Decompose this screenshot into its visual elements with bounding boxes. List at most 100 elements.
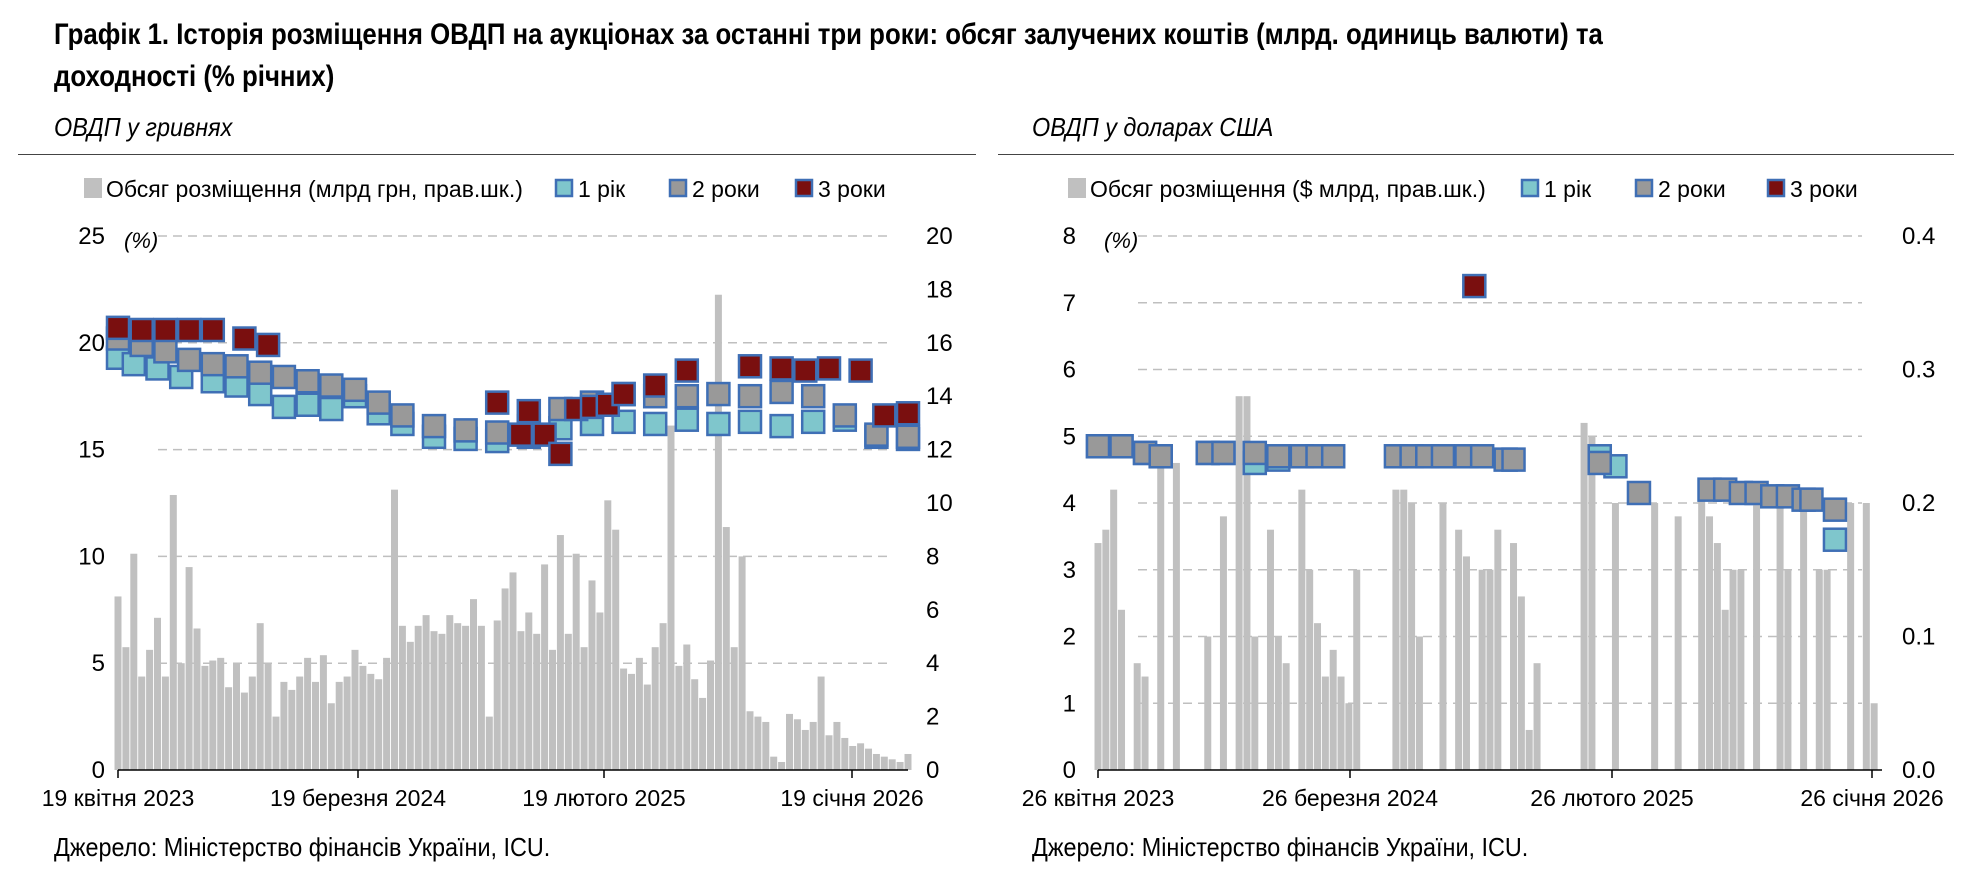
volume-bar bbox=[201, 665, 209, 770]
y-right-tick-label: 0.0 bbox=[1902, 757, 1935, 784]
marker-2y bbox=[1266, 444, 1291, 469]
volume-bar bbox=[375, 679, 383, 770]
volume-bar bbox=[857, 743, 865, 770]
volume-bar bbox=[1729, 569, 1737, 770]
volume-bar bbox=[1408, 503, 1416, 770]
volume-bar bbox=[817, 676, 825, 770]
volume-bar bbox=[786, 713, 793, 770]
volume-bar bbox=[367, 673, 375, 770]
volume-bar bbox=[288, 689, 296, 770]
volume-bar bbox=[1510, 543, 1518, 770]
marker-2y bbox=[895, 424, 921, 450]
volume-bar bbox=[1784, 569, 1792, 770]
y-left-tick-label: 4 bbox=[1063, 490, 1076, 517]
volume-bar bbox=[493, 620, 501, 770]
volume-bar bbox=[225, 687, 233, 770]
volume-bar bbox=[1110, 489, 1118, 770]
volume-bar bbox=[327, 703, 335, 770]
volume-bar bbox=[335, 681, 343, 770]
volume-bar bbox=[1455, 529, 1463, 770]
volume-bar bbox=[793, 719, 801, 770]
volume-bar bbox=[841, 737, 849, 770]
volume-bar bbox=[501, 588, 509, 770]
volume-bar bbox=[351, 649, 359, 770]
volume-bar bbox=[541, 564, 549, 770]
volume-bar bbox=[714, 294, 722, 770]
volume-bar bbox=[707, 660, 714, 770]
volume-bar bbox=[1415, 636, 1423, 770]
marker-1y bbox=[247, 381, 273, 407]
marker-3y bbox=[816, 356, 842, 381]
volume-bar bbox=[138, 676, 146, 770]
volume-bar bbox=[1517, 596, 1525, 770]
chart-title: Графік 1. Історія розміщення ОВДП на аук… bbox=[54, 18, 1603, 93]
x-tick-label: 26 березня 2024 bbox=[1262, 785, 1438, 811]
volume-bar bbox=[1478, 569, 1486, 770]
volume-bar bbox=[1141, 676, 1149, 770]
volume-bar bbox=[240, 692, 248, 770]
volume-bar bbox=[209, 660, 217, 770]
y-left-tick-label: 6 bbox=[1063, 357, 1076, 384]
y-left-tick-label: 25 bbox=[78, 223, 105, 250]
volume-bar bbox=[1611, 503, 1619, 770]
volume-bar bbox=[1776, 503, 1784, 770]
volume-bar bbox=[296, 676, 304, 770]
y-right-tick-label: 0.3 bbox=[1902, 357, 1935, 384]
volume-bar bbox=[865, 748, 872, 770]
legend-swatch-volume bbox=[84, 178, 102, 198]
volume-bar bbox=[1235, 396, 1243, 770]
y-right-tick-label: 10 bbox=[926, 490, 953, 517]
volume-bar bbox=[438, 633, 446, 770]
volume-bar bbox=[1847, 503, 1855, 770]
volume-bar bbox=[525, 612, 533, 770]
volume-bar bbox=[177, 663, 185, 770]
units-label: (%) bbox=[1104, 228, 1138, 253]
y-left-tick-label: 8 bbox=[1063, 223, 1076, 250]
marker-1y bbox=[642, 411, 668, 437]
y-left-tick-label: 15 bbox=[78, 437, 105, 464]
volume-bar bbox=[343, 676, 351, 770]
volume-bar bbox=[193, 628, 201, 770]
volume-bar bbox=[888, 759, 896, 770]
volume-bar bbox=[114, 596, 122, 770]
y-right-tick-label: 6 bbox=[926, 597, 939, 624]
marker-3y bbox=[793, 358, 818, 383]
marker-3y bbox=[848, 358, 873, 383]
volume-bar bbox=[738, 556, 746, 770]
volume-bar bbox=[1713, 543, 1721, 770]
x-tick-label: 19 березня 2024 bbox=[270, 785, 446, 811]
volume-bar bbox=[312, 681, 319, 770]
volume-bar bbox=[233, 663, 240, 770]
y-left-tick-label: 10 bbox=[78, 543, 105, 570]
volume-bar bbox=[1353, 569, 1361, 770]
marker-2y bbox=[319, 373, 344, 398]
volume-bar bbox=[1486, 569, 1494, 770]
marker-2y bbox=[769, 379, 794, 405]
marker-2y bbox=[1109, 434, 1134, 459]
marker-3y bbox=[255, 332, 281, 358]
volume-bar bbox=[1251, 636, 1259, 770]
legend-swatch-volume bbox=[1068, 178, 1086, 198]
marker-2y bbox=[737, 383, 763, 409]
y-right-tick-label: 0.2 bbox=[1902, 490, 1935, 517]
marker-3y bbox=[532, 422, 557, 447]
subtitle-usd: ОВДП у доларах США bbox=[1032, 112, 1274, 142]
marker-2y bbox=[1822, 497, 1848, 522]
marker-3y bbox=[105, 315, 131, 341]
volume-bar bbox=[272, 716, 280, 770]
marker-3y bbox=[548, 441, 573, 467]
legend-label: 1 рік bbox=[578, 176, 626, 202]
legend-label: 1 рік bbox=[1544, 176, 1592, 202]
units-label: (%) bbox=[124, 228, 158, 253]
volume-bar bbox=[1462, 556, 1470, 770]
volume-bar bbox=[1698, 489, 1706, 770]
marker-2y bbox=[706, 381, 731, 407]
panel-rule-left bbox=[18, 154, 976, 155]
marker-2y bbox=[1501, 447, 1526, 472]
volume-bar bbox=[1439, 503, 1447, 770]
volume-bar bbox=[470, 599, 477, 770]
volume-bar bbox=[691, 679, 699, 770]
volume-bar bbox=[1204, 636, 1212, 770]
marker-3y bbox=[176, 317, 202, 343]
volume-bar bbox=[359, 665, 367, 770]
